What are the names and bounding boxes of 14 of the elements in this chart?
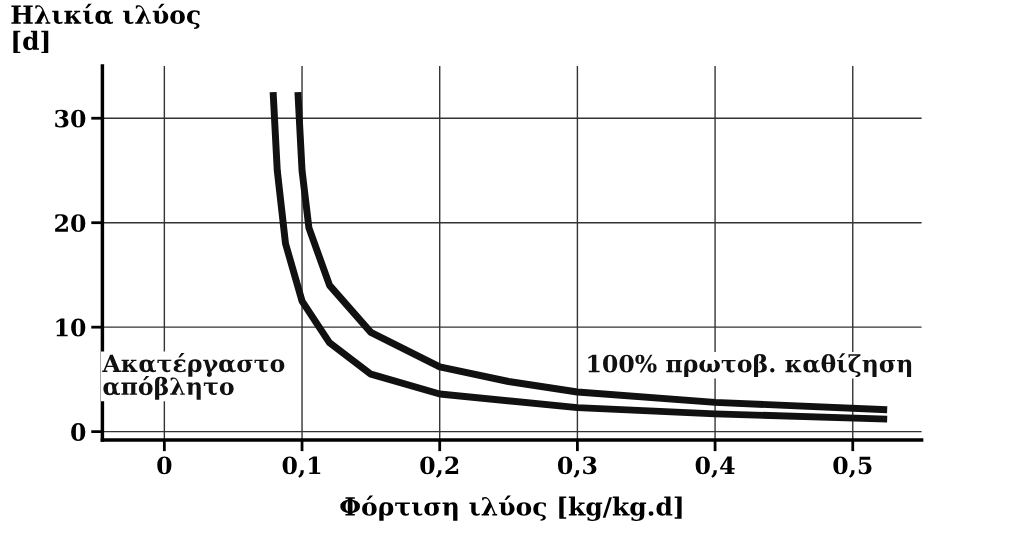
y-tick-label: 0	[71, 423, 86, 441]
x-tick-label: 0,2	[420, 456, 459, 478]
x-tick-label: 0	[157, 456, 172, 475]
x-tick-label: 0,4	[695, 456, 735, 478]
series-label: Ακατέργαστο απόβλητο	[102, 353, 285, 400]
y-tick-label: 20	[55, 214, 86, 233]
series-label: 100% πρωτοβ. καθίζηση	[588, 353, 912, 378]
y-axis-title: Ηλικία ιλύος [d]	[11, 3, 200, 54]
y-tick-label: 10	[56, 318, 86, 337]
x-tick-label: 0,3	[557, 456, 597, 478]
y-tick-label: 30	[55, 109, 86, 128]
x-tick-label: 0,5	[833, 456, 872, 478]
x-tick-label: 0,1	[282, 456, 321, 478]
x-axis-title: Φόρτιση ιλύος [kg/kg.d]	[340, 495, 682, 522]
